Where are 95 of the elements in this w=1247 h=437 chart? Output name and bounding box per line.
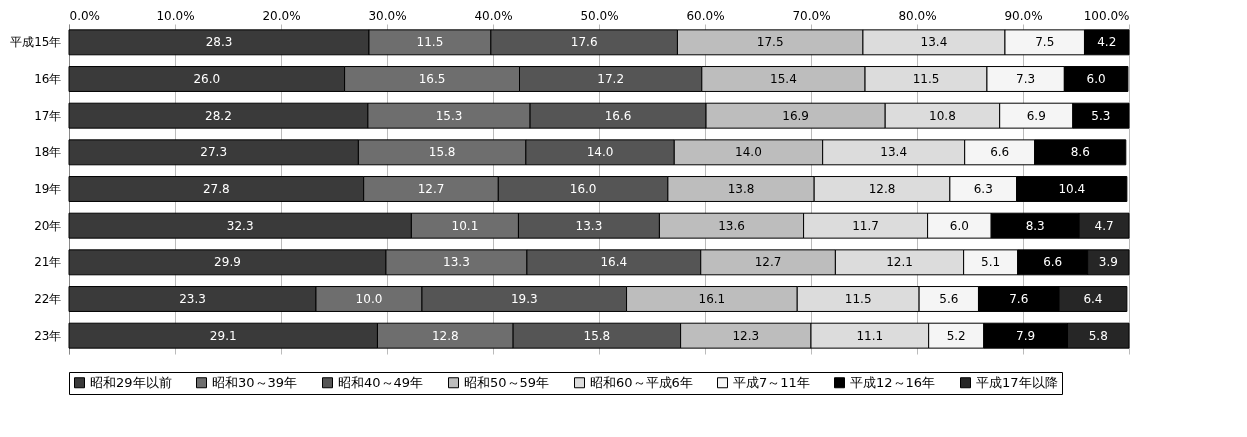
x-tick-label: 0.0%	[69, 8, 100, 23]
data-label: 29.9	[214, 255, 241, 270]
data-label: 11.5	[844, 292, 872, 306]
x-tick-label: 40.0%	[474, 8, 513, 23]
data-label: 5.3	[1091, 108, 1111, 123]
data-label: 17.6	[570, 35, 598, 50]
data-label: 5.2	[946, 328, 966, 343]
data-label: 10.8	[929, 108, 956, 123]
x-tick-label: 60.0%	[686, 8, 725, 23]
legend-label: 平成7～11年	[733, 374, 810, 390]
data-label: 12.8	[431, 328, 459, 343]
data-label: 7.9	[1016, 328, 1036, 343]
data-label: 7.3	[1016, 72, 1036, 86]
data-label: 12.1	[886, 255, 913, 270]
data-label: 13.8	[727, 182, 755, 196]
data-label: 6.6	[1043, 255, 1063, 270]
data-label: 26.0	[193, 72, 221, 86]
x-tick-label: 100.0%	[1083, 8, 1130, 23]
data-label: 11.5	[416, 35, 444, 50]
data-label: 28.2	[205, 108, 232, 123]
data-label: 13.6	[718, 218, 745, 233]
data-label: 27.3	[200, 145, 228, 160]
data-label: 16.4	[600, 255, 628, 270]
data-label: 7.5	[1035, 35, 1055, 50]
y-tick-label: 20年	[34, 218, 62, 233]
y-tick-label: 23年	[34, 328, 62, 343]
data-label: 6.0	[1086, 72, 1106, 86]
data-label: 6.9	[1026, 108, 1046, 123]
y-tick-label: 21年	[34, 255, 62, 270]
data-label: 16.1	[698, 292, 726, 306]
data-label: 7.6	[1009, 292, 1029, 306]
data-label: 10.0	[355, 292, 383, 306]
data-label: 29.1	[209, 328, 237, 343]
data-label: 19.3	[510, 292, 538, 306]
x-tick-label: 20.0%	[262, 8, 301, 23]
data-label: 12.7	[754, 255, 782, 270]
y-tick-label: 18年	[34, 145, 62, 160]
data-label: 11.7	[852, 218, 879, 233]
legend-label: 昭和29年以前	[90, 374, 172, 390]
data-label: 5.1	[981, 255, 1001, 270]
data-label: 16.0	[569, 182, 597, 196]
data-label: 23.3	[179, 292, 206, 306]
x-tick-label: 70.0%	[792, 8, 831, 23]
data-label: 8.3	[1025, 218, 1045, 233]
data-label: 12.7	[417, 182, 445, 196]
data-label: 13.4	[920, 35, 948, 50]
data-label: 10.1	[451, 218, 479, 233]
y-tick-label: 平成15年	[10, 35, 62, 50]
data-label: 6.4	[1083, 292, 1103, 306]
data-label: 13.3	[575, 218, 603, 233]
x-tick-label: 30.0%	[368, 8, 407, 23]
y-tick-label: 16年	[34, 72, 62, 86]
x-tick-label: 10.0%	[156, 8, 195, 23]
data-label: 8.6	[1070, 145, 1090, 160]
data-label: 15.4	[770, 72, 797, 86]
data-label: 28.3	[205, 35, 233, 50]
legend-label: 昭和40～49年	[338, 374, 424, 390]
data-label: 14.0	[586, 145, 614, 160]
data-label: 4.7	[1094, 218, 1114, 233]
data-label: 15.3	[435, 108, 463, 123]
legend-label: 平成17年以降	[976, 374, 1058, 390]
data-label: 16.9	[782, 108, 809, 123]
data-label: 12.8	[868, 182, 896, 196]
data-label: 4.2	[1097, 35, 1117, 50]
data-label: 17.2	[597, 72, 625, 86]
data-label: 12.3	[732, 328, 760, 343]
legend-label: 昭和50～59年	[464, 374, 550, 390]
legend-label: 平成12～16年	[850, 374, 936, 390]
data-label: 6.0	[949, 218, 969, 233]
x-tick-label: 90.0%	[1004, 8, 1043, 23]
y-tick-label: 19年	[34, 182, 62, 196]
data-label: 15.8	[428, 145, 456, 160]
data-label: 11.1	[856, 328, 884, 343]
data-label: 27.8	[202, 182, 230, 196]
y-tick-label: 17年	[34, 108, 62, 123]
y-tick-label: 22年	[34, 292, 62, 306]
x-tick-label: 80.0%	[898, 8, 937, 23]
data-label: 16.5	[418, 72, 446, 86]
data-label: 13.3	[443, 255, 470, 270]
data-label: 6.6	[990, 145, 1010, 160]
x-tick-label: 50.0%	[580, 8, 619, 23]
data-label: 14.0	[735, 145, 762, 160]
data-label: 6.3	[973, 182, 993, 196]
legend-label: 昭和30～39年	[212, 374, 298, 390]
data-label: 5.6	[939, 292, 959, 306]
legend-label: 昭和60～平成6年	[590, 374, 693, 390]
data-label: 15.8	[583, 328, 611, 343]
data-label: 5.8	[1088, 328, 1108, 343]
data-label: 16.6	[604, 108, 632, 123]
data-label: 13.4	[880, 145, 908, 160]
data-label: 10.4	[1058, 182, 1086, 196]
data-label: 17.5	[756, 35, 784, 50]
data-label: 3.9	[1098, 255, 1118, 270]
data-label: 32.3	[226, 218, 254, 233]
data-label: 11.5	[912, 72, 940, 86]
